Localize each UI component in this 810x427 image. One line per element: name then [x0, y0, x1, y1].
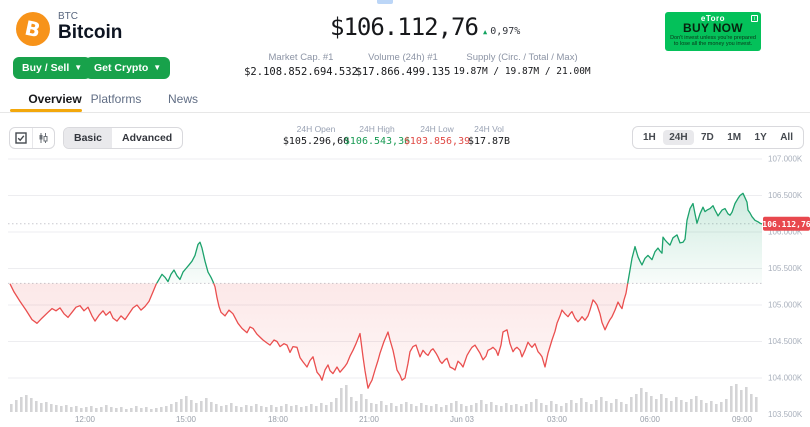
stat-value: $2.108.852.694.532 — [244, 66, 358, 78]
stat-label: Market Cap. #1 — [268, 52, 334, 63]
area-fill-up — [10, 193, 762, 284]
price-line-down — [9, 283, 629, 389]
ad-title: BUY NOW — [683, 21, 743, 35]
svg-text:Jun 03: Jun 03 — [450, 415, 475, 424]
bitcoin-logo-icon: B — [16, 12, 50, 46]
area-fill-down — [10, 283, 628, 389]
stat-volume: Volume (24h) #1 $17.866.499.135 — [356, 52, 451, 78]
svg-text:106.112,76: 106.112,76 — [762, 220, 810, 229]
line-chart-toggle[interactable] — [10, 128, 32, 148]
ohlc-label: 24H Low — [420, 124, 454, 134]
etoro-logo: eToro — [700, 14, 726, 23]
change-value: 0,97% — [490, 26, 521, 37]
svg-text:06:00: 06:00 — [640, 415, 661, 424]
ohlc-value: $17.87B — [467, 136, 511, 147]
ohlc-high: 24H High $106.543,36 — [344, 124, 410, 147]
svg-text:18:00: 18:00 — [268, 415, 289, 424]
range-1m-button[interactable]: 1M — [727, 132, 742, 143]
range-7d-button[interactable]: 7D — [701, 132, 714, 143]
ohlc-label: 24H Vol — [474, 124, 504, 134]
stat-market-cap: Market Cap. #1 $2.108.852.694.532 — [244, 52, 358, 78]
range-1h-button[interactable]: 1H — [643, 132, 656, 143]
page-title: Bitcoin — [58, 22, 123, 43]
price-chart[interactable]: 107.000K 106.500K 106.000K 105.500K 105.000K… — [0, 152, 810, 427]
svg-text:09:00: 09:00 — [732, 415, 753, 424]
stat-label: Supply (Circ. / Total / Max) — [466, 52, 578, 63]
ohlc-open: 24H Open $105.296,60 — [283, 124, 349, 147]
active-tab-underline — [10, 109, 82, 112]
candlestick-toggle[interactable] — [31, 128, 55, 148]
range-24h-button[interactable]: 24H — [663, 130, 694, 145]
y-axis-labels: 107.000K 106.500K 106.000K 105.500K 105.000K… — [768, 155, 803, 420]
ohlc-label: 24H High — [359, 124, 395, 134]
svg-text:106.000K: 106.000K — [768, 228, 803, 237]
checked-box-icon — [15, 132, 27, 144]
svg-text:107.000K: 107.000K — [768, 155, 803, 164]
mode-basic-button[interactable]: Basic — [64, 128, 113, 148]
change-up-icon: ▲ — [483, 27, 488, 36]
coin-symbol: BTC — [58, 11, 78, 22]
svg-text:15:00: 15:00 — [176, 415, 197, 424]
chart-type-toggle-group — [9, 127, 55, 149]
time-range-selector: 1H 24H 7D 1M 1Y All — [632, 126, 804, 149]
buy-sell-label: Buy / Sell — [22, 62, 70, 74]
svg-text:105.000K: 105.000K — [768, 301, 803, 310]
tab-overview[interactable]: Overview — [28, 92, 82, 106]
get-crypto-label: Get Crypto — [94, 62, 149, 74]
stat-value: $17.866.499.135 — [355, 66, 451, 78]
ohlc-vol: 24H Vol $17.87B — [468, 124, 510, 147]
current-price: $106.112,76 — [330, 13, 479, 41]
mode-advanced-button[interactable]: Advanced — [122, 132, 173, 144]
volume-bars — [10, 384, 758, 412]
svg-text:106.500K: 106.500K — [768, 191, 803, 200]
candlestick-icon — [39, 133, 48, 143]
price-change-badge: ▲ 0,97% — [483, 26, 520, 37]
range-1y-button[interactable]: 1Y — [754, 132, 767, 143]
chevron-down-icon: ▼ — [153, 63, 162, 72]
stat-supply: Supply (Circ. / Total / Max) 19.87M / 19… — [453, 52, 590, 77]
svg-text:03:00: 03:00 — [547, 415, 568, 424]
ad-disclaimer: Don't invest unless you're prepared to l… — [670, 35, 756, 47]
tab-news[interactable]: News — [167, 92, 199, 106]
chevron-down-icon: ▼ — [74, 63, 83, 72]
current-price-tag: 106.112,76 — [762, 216, 810, 231]
price-line-up — [155, 192, 763, 284]
ohlc-value: $106.543,36 — [343, 136, 411, 147]
stat-value: 19.87M / 19.87M / 21.00M — [453, 66, 591, 77]
ohlc-value: $103.856,39 — [403, 136, 471, 147]
svg-text:21:00: 21:00 — [359, 415, 380, 424]
stat-label: Volume (24h) #1 — [368, 52, 438, 63]
cropped-top-element — [377, 0, 393, 4]
get-crypto-button[interactable]: Get Crypto ▼ — [85, 57, 171, 79]
chart-mode-switch: Basic Advanced — [63, 127, 184, 149]
buy-sell-button[interactable]: Buy / Sell ▼ — [13, 57, 92, 79]
gridlines — [8, 158, 762, 379]
range-all-button[interactable]: All — [780, 132, 793, 143]
tab-platforms[interactable]: Platforms — [90, 92, 142, 106]
svg-text:103.500K: 103.500K — [768, 410, 803, 419]
etoro-ad-banner[interactable]: eToro i BUY NOW Don't invest unless you'… — [665, 12, 761, 51]
ad-info-icon[interactable]: i — [751, 15, 758, 22]
ohlc-low: 24H Low $103.856,39 — [404, 124, 470, 147]
svg-text:12:00: 12:00 — [75, 415, 96, 424]
svg-text:105.500K: 105.500K — [768, 264, 803, 273]
svg-text:104.000K: 104.000K — [768, 374, 803, 383]
svg-text:104.500K: 104.500K — [768, 337, 803, 346]
x-axis-labels: 12:00 15:00 18:00 21:00 Jun 03 03:00 06:00 09:0… — [75, 415, 753, 424]
tab-bar: Overview Platforms News — [0, 88, 810, 113]
ohlc-label: 24H Open — [296, 124, 336, 134]
ohlc-value: $105.296,60 — [282, 136, 350, 147]
